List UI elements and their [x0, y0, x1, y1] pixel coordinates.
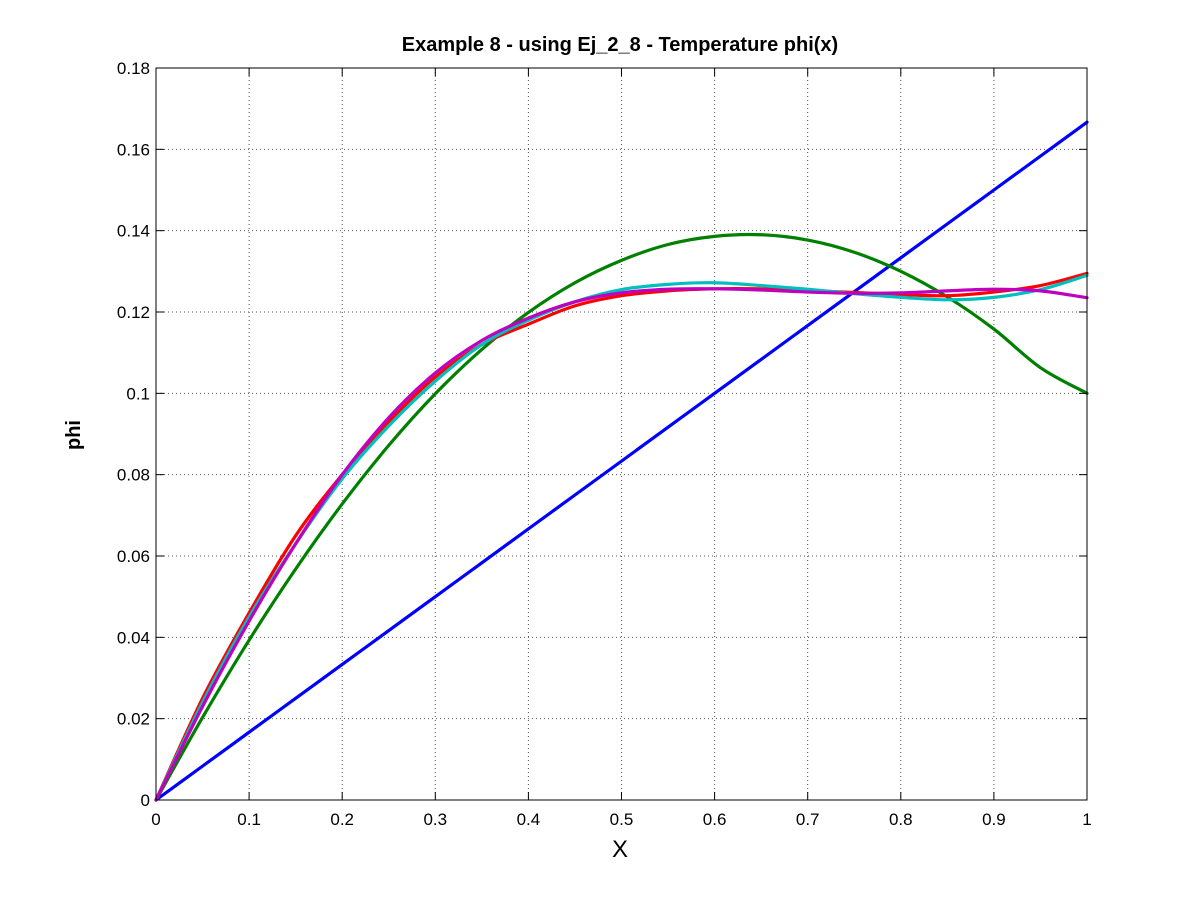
x-tick-label: 0.6	[703, 810, 727, 829]
y-tick-label: 0.1	[126, 384, 150, 403]
x-tick-label: 0.7	[796, 810, 820, 829]
series-line-3	[154, 271, 1089, 802]
x-tick-label: 0.5	[610, 810, 634, 829]
y-tick-label: 0.16	[117, 140, 150, 159]
x-tick-labels: 0 0.1 0.2 0.3 0.4 0.5 0.6 0.7 0.8 0.9 1	[151, 810, 1091, 829]
y-tick-label: 0.12	[117, 303, 150, 322]
chart-title: Example 8 - using Ej_2_8 - Temperature p…	[402, 34, 838, 56]
x-axis-label: X	[612, 836, 628, 863]
y-tick-label: 0.14	[117, 222, 150, 241]
y-tick-label: 0.06	[117, 547, 150, 566]
x-tick-label: 0	[151, 810, 160, 829]
y-tick-label: 0.08	[117, 466, 150, 485]
x-tick-label: 0.1	[237, 810, 261, 829]
y-axis-label: phi	[63, 420, 85, 450]
series-line-5	[154, 287, 1089, 802]
y-tick-labels: 0 0.02 0.04 0.06 0.08 0.1 0.12 0.14 0.16 0.18	[117, 59, 150, 810]
x-tick-label: 0.8	[889, 810, 913, 829]
x-tick-label: 0.2	[330, 810, 354, 829]
x-tick-label: 1	[1082, 810, 1091, 829]
y-tick-label: 0.04	[117, 628, 150, 647]
series-line-1	[154, 120, 1089, 802]
x-tick-label: 0.9	[982, 810, 1006, 829]
axis-ticks	[155, 67, 1088, 801]
y-tick-label: 0.18	[117, 59, 150, 78]
x-tick-label: 0.3	[423, 810, 447, 829]
y-tick-label: 0	[141, 791, 150, 810]
x-tick-label: 0.4	[517, 810, 541, 829]
y-tick-label: 0.02	[117, 710, 150, 729]
series-layer	[154, 120, 1089, 802]
series-line-2	[154, 232, 1089, 802]
